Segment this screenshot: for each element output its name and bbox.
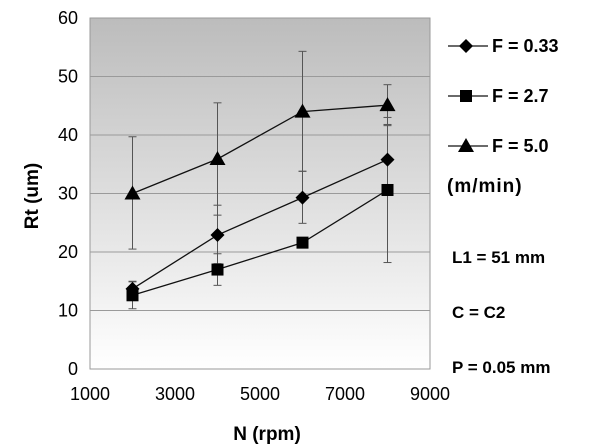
legend-label: F = 0.33	[492, 36, 559, 56]
x-tick-label: 3000	[155, 384, 195, 404]
series-line-square	[132, 189, 388, 296]
data-point-triangle	[124, 185, 141, 200]
legend-label: F = 2.7	[492, 86, 549, 106]
x-tick-label: 5000	[240, 384, 280, 404]
y-tick-label: 10	[58, 301, 78, 321]
y-tick-label: 40	[58, 125, 78, 145]
note-p: P = 0.05 mm	[452, 358, 550, 377]
data-point-diamond	[210, 228, 225, 243]
legend: F = 0.33 F = 2.7 F = 5.0	[448, 36, 559, 156]
x-axis-ticks: 1000 3000 5000 7000 9000	[70, 384, 450, 404]
legend-marker-triangle	[458, 138, 474, 152]
data-point-diamond	[295, 190, 310, 205]
data-point-square	[126, 289, 139, 302]
data-point-diamond	[380, 152, 395, 167]
data-point-square	[211, 263, 224, 276]
series-line-triangle	[132, 104, 388, 195]
series-line-diamond	[132, 158, 388, 290]
y-axis-title: Rt (um)	[22, 163, 43, 229]
y-axis-ticks: 0 10 20 30 40 50 60	[58, 8, 78, 379]
y-tick-label: 30	[58, 184, 78, 204]
data-point-triangle	[294, 103, 311, 118]
legend-marker-diamond	[459, 39, 473, 53]
y-tick-label: 20	[58, 242, 78, 262]
y-tick-label: 0	[68, 359, 78, 379]
x-tick-label: 9000	[410, 384, 450, 404]
legend-label: F = 5.0	[492, 136, 549, 156]
data-point-triangle	[379, 97, 396, 112]
legend-item-square: F = 2.7	[448, 86, 549, 106]
y-tick-label: 60	[58, 8, 78, 28]
legend-marker-square	[460, 90, 472, 102]
data-point-triangle	[209, 150, 226, 165]
x-tick-label: 7000	[325, 384, 365, 404]
legend-item-triangle: F = 5.0	[448, 136, 549, 156]
series-markers	[124, 97, 396, 302]
y-tick-label: 50	[58, 67, 78, 87]
note-c: C = C2	[452, 303, 505, 322]
data-point-square	[296, 236, 309, 249]
x-tick-label: 1000	[70, 384, 110, 404]
series-lines	[132, 104, 388, 296]
data-point-square	[381, 183, 394, 196]
note-l1: L1 = 51 mm	[452, 248, 545, 267]
units-note: (m/min)	[447, 176, 523, 197]
x-axis-title: N (rpm)	[233, 424, 301, 445]
legend-item-diamond: F = 0.33	[448, 36, 559, 56]
